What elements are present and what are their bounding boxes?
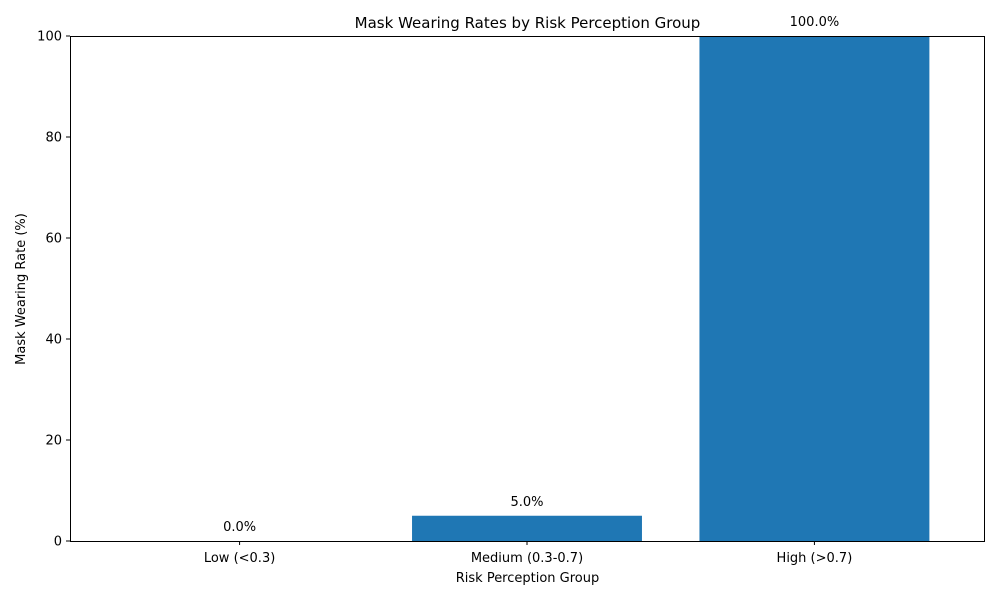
x-axis-ticks: Low (<0.3) Medium (0.3-0.7) High (>0.7) bbox=[204, 541, 852, 566]
y-axis-label: Mask Wearing Rate (%) bbox=[14, 213, 29, 365]
y-tick-label-3: 60 bbox=[45, 232, 62, 247]
x-tick-label-1: Medium (0.3-0.7) bbox=[471, 551, 583, 566]
y-tick-label-2: 40 bbox=[45, 333, 62, 348]
value-labels-group: 0.0% 5.0% 100.0% bbox=[223, 15, 839, 535]
x-axis-label: Risk Perception Group bbox=[456, 571, 600, 586]
x-tick-label-0: Low (<0.3) bbox=[204, 551, 275, 566]
x-tick-label-2: High (>0.7) bbox=[777, 551, 853, 566]
bar-value-label-1: 5.0% bbox=[510, 495, 543, 510]
chart-title: Mask Wearing Rates by Risk Perception Gr… bbox=[355, 14, 701, 32]
y-tick-label-0: 0 bbox=[54, 535, 62, 550]
y-tick-label-5: 100 bbox=[37, 30, 62, 45]
bar-value-label-0: 0.0% bbox=[223, 520, 256, 535]
y-tick-label-4: 80 bbox=[45, 131, 62, 146]
bar-value-label-2: 100.0% bbox=[790, 15, 840, 30]
bars-group bbox=[412, 36, 930, 541]
bar-1 bbox=[412, 515, 642, 541]
bar-2 bbox=[699, 36, 930, 541]
y-axis-ticks: 0 20 40 60 80 100 bbox=[37, 30, 70, 550]
y-tick-label-1: 20 bbox=[45, 434, 62, 449]
